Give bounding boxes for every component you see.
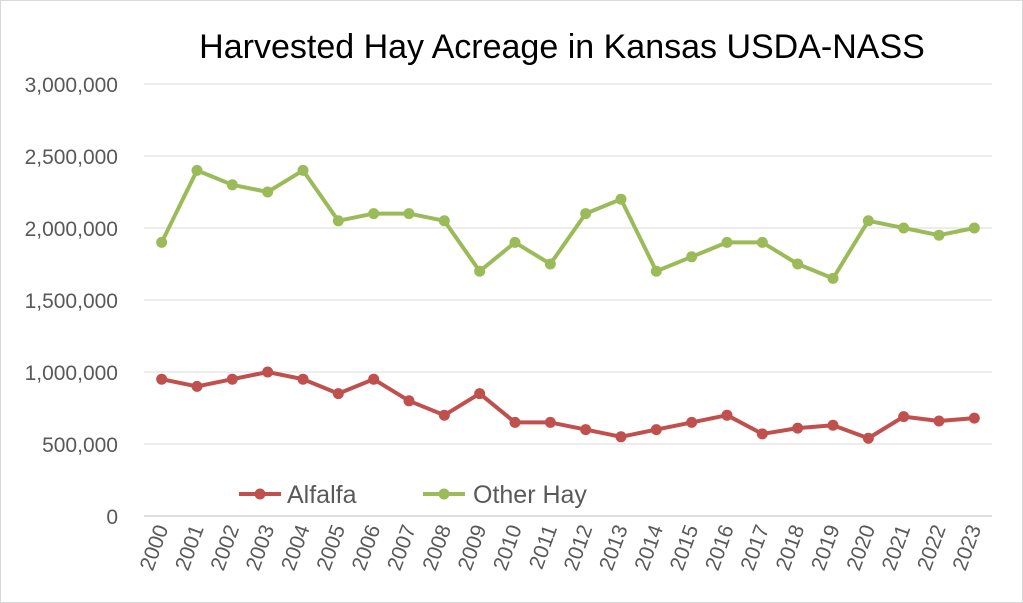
legend-marker	[254, 488, 266, 500]
x-tick-label: 2001	[171, 522, 209, 574]
data-point	[615, 193, 627, 205]
data-point	[191, 380, 203, 392]
data-point	[968, 412, 980, 424]
x-tick-label: 2008	[418, 522, 456, 574]
x-tick-label: 2009	[454, 522, 492, 574]
x-tick-label: 2012	[560, 522, 598, 574]
data-point	[544, 416, 556, 428]
legend-label: Other Hay	[473, 481, 587, 509]
legend-item: Alfalfa	[239, 481, 357, 509]
data-point	[438, 409, 450, 421]
data-point	[686, 251, 698, 263]
legend: Alfalfa Other Hay	[239, 481, 587, 509]
x-tick-label: 2006	[348, 522, 386, 574]
data-point	[297, 164, 309, 176]
data-point	[898, 222, 910, 234]
data-point	[792, 422, 804, 434]
y-tick-label: 3,000,000	[25, 74, 118, 97]
x-tick-label: 2010	[489, 522, 527, 574]
x-tick-label: 2018	[772, 522, 810, 574]
chart-title: Harvested Hay Acreage in Kansas USDA-NAS…	[199, 28, 925, 66]
data-point	[368, 373, 380, 385]
data-point	[191, 164, 203, 176]
x-tick-label: 2021	[878, 522, 916, 574]
x-tick-label: 2005	[312, 522, 350, 574]
data-point	[721, 409, 733, 421]
x-tick-label: 2017	[736, 522, 774, 574]
data-point	[262, 366, 274, 378]
data-point	[368, 208, 380, 220]
series-other-hay	[156, 164, 980, 284]
data-point	[332, 388, 344, 400]
x-tick-label: 2015	[666, 522, 704, 574]
data-point	[509, 416, 521, 428]
data-point	[968, 222, 980, 234]
y-tick-label: 500,000	[42, 434, 118, 457]
series-line	[159, 370, 977, 441]
data-point	[933, 229, 945, 241]
data-point	[262, 186, 274, 198]
x-tick-label: 2014	[630, 522, 668, 574]
y-tick-label: 2,000,000	[25, 218, 118, 241]
y-tick-label: 2,500,000	[25, 146, 118, 169]
legend-item: Other Hay	[423, 481, 587, 509]
data-point	[332, 215, 344, 227]
data-point	[615, 431, 627, 443]
data-point	[650, 424, 662, 436]
x-tick-label: 2020	[842, 522, 880, 574]
data-point	[403, 208, 415, 220]
x-tick-label: 2019	[807, 522, 845, 574]
x-tick-label: 2023	[948, 522, 986, 574]
y-axis-ticks: 0 500,000 1,000,000 1,500,000 2,000,000 2,500…	[25, 74, 118, 529]
data-point	[156, 373, 168, 385]
data-point	[580, 424, 592, 436]
data-point	[933, 415, 945, 427]
data-point	[226, 373, 238, 385]
y-tick-label: 1,500,000	[25, 290, 118, 313]
data-point	[827, 419, 839, 431]
x-tick-label: 2016	[701, 522, 739, 574]
data-point	[827, 272, 839, 284]
data-point	[156, 236, 168, 248]
data-point	[792, 258, 804, 270]
gridlines	[144, 83, 992, 517]
data-point	[509, 236, 521, 248]
data-point	[580, 208, 592, 220]
data-point	[650, 265, 662, 277]
data-point	[226, 179, 238, 191]
data-point	[297, 373, 309, 385]
x-tick-label: 2007	[383, 522, 421, 574]
data-point	[862, 432, 874, 444]
data-point	[544, 258, 556, 270]
data-point	[474, 388, 486, 400]
data-point	[438, 215, 450, 227]
x-tick-label: 2022	[913, 522, 951, 574]
series-alfalfa	[156, 366, 980, 444]
x-tick-label: 2000	[136, 522, 174, 574]
data-point	[898, 411, 910, 423]
data-point	[862, 215, 874, 227]
x-tick-label: 2004	[277, 522, 315, 574]
legend-marker	[438, 488, 450, 500]
y-tick-label: 0	[106, 506, 118, 529]
x-axis-ticks: 2000200120022003200420052006200720082009…	[136, 522, 986, 574]
x-tick-label: 2011	[525, 522, 562, 572]
data-point	[756, 428, 768, 440]
data-point	[721, 236, 733, 248]
x-tick-label: 2003	[242, 522, 280, 574]
series-layer	[156, 164, 980, 444]
data-point	[756, 236, 768, 248]
series-line	[159, 168, 977, 281]
data-point	[686, 416, 698, 428]
x-tick-label: 2002	[206, 522, 244, 574]
y-tick-label: 1,000,000	[25, 362, 118, 385]
x-tick-label: 2013	[595, 522, 633, 574]
data-point	[403, 395, 415, 407]
legend-label: Alfalfa	[287, 481, 357, 509]
data-point	[474, 265, 486, 277]
